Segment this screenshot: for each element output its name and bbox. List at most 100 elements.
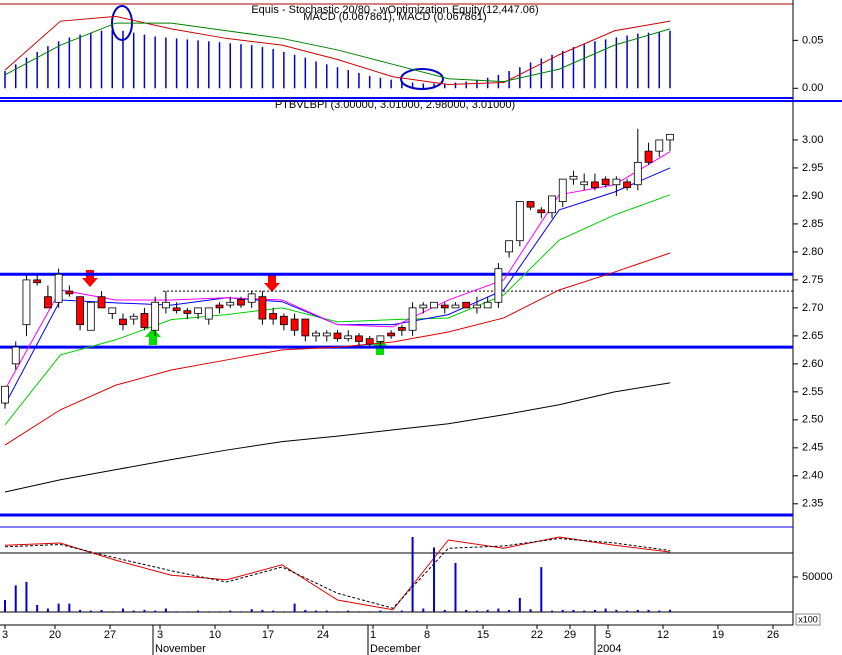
candle-body [301,318,310,337]
buy-arrow [145,328,161,345]
candle-body [86,301,95,331]
y-tick-label: 2.70 [802,302,823,314]
candle-body [451,304,460,309]
candle-body [494,268,503,303]
candle-body [387,332,396,337]
candle-body [344,335,353,340]
x-tick-label: 5 [605,629,611,641]
candle-body [419,304,428,309]
candle-body [151,301,160,331]
candle-body [483,301,492,309]
highlight-circle [400,68,444,90]
indicator-line [4,537,671,609]
candle-body [397,327,406,331]
y-tick-label: 2.50 [802,414,823,426]
x-tick-label: 24 [317,629,329,641]
candle-body [76,296,84,326]
x-tick-label: 8 [424,629,430,641]
candle-body [365,338,374,345]
candle-body [183,310,192,314]
candle-body [11,346,20,365]
y-tick-label: 2.65 [802,330,823,342]
volume-unit: x100 [798,614,818,624]
candle-body [172,307,181,312]
price-title: PTBVLBPI (3.00000, 3.01000, 2.98000, 3.0… [275,99,515,111]
x-tick-label: 15 [477,629,489,641]
candle-body [258,296,267,320]
indicator-line [4,15,671,85]
candle-body [247,293,256,303]
x-tick-label: 3 [157,629,163,641]
y-tick-label: 2.55 [802,386,823,398]
x-tick-label: 12 [657,629,669,641]
x-tick-label: 27 [104,629,116,641]
candle-body [505,240,514,253]
candle-body [666,133,674,141]
candle-body [591,181,599,188]
candle-body [333,332,342,340]
y-tick-label: 0.00 [802,82,823,94]
x-tick-label: 10 [209,629,221,641]
macd-subtitle: MACD (0.067861), MACD (0.067861) [303,11,486,23]
x-tick-label: 3 [2,629,8,641]
candle-body [322,332,331,337]
candle-body [22,279,31,326]
y-tick-label: 2.40 [802,470,823,482]
indicator-line [4,194,671,426]
candle-body [376,335,385,342]
candle-body [140,313,149,328]
y-tick-label: 2.90 [802,190,823,202]
month-label: December [370,643,421,655]
candle-body [633,161,642,186]
y-tick-label: 2.75 [802,274,823,286]
candle-body [515,201,524,242]
month-label: November [155,643,206,655]
y-tick-label: 2.35 [802,498,823,510]
unit-box [795,613,821,626]
x-tick-label: 29 [564,629,576,641]
candle-body [215,304,224,309]
candle-body [312,332,320,337]
candle-body [269,313,278,320]
candle-body [54,273,63,303]
candle-body [601,178,610,186]
candle-body [194,307,202,314]
candle-body [237,299,245,306]
y-tick-label: 2.80 [802,246,823,258]
candle-body [161,301,170,309]
candle-body [65,290,74,295]
y-tick-label: 2.45 [802,442,823,454]
candle-body [97,296,106,309]
candle-body [548,195,556,214]
candle-body [119,318,127,326]
y-tick-label: 50000 [802,571,833,583]
candle-body [569,175,578,180]
y-tick-label: 0.05 [802,34,823,46]
candle-body [558,178,567,202]
candle-body [44,296,52,309]
candle-body [526,201,535,208]
candle-body [279,315,288,326]
y-tick-label: 2.95 [802,162,823,174]
candle-body [580,181,589,186]
candle-body [655,139,664,152]
x-tick-label: 1 [370,629,376,641]
candle-body [537,209,546,214]
candle-body [129,315,138,320]
indicator-line [4,382,671,493]
candle-body [33,279,42,284]
candle-body [440,304,449,309]
x-tick-label: 19 [712,629,724,641]
candle-body [355,335,363,342]
candle-body [290,318,299,331]
y-tick-label: 2.60 [802,358,823,370]
candle-body [462,301,471,309]
candle-body [226,301,235,306]
y-tick-label: 2.85 [802,218,823,230]
candle-body [612,178,621,186]
candle-body [430,301,438,309]
sell-arrow [264,275,280,292]
x-tick-label: 20 [49,629,61,641]
